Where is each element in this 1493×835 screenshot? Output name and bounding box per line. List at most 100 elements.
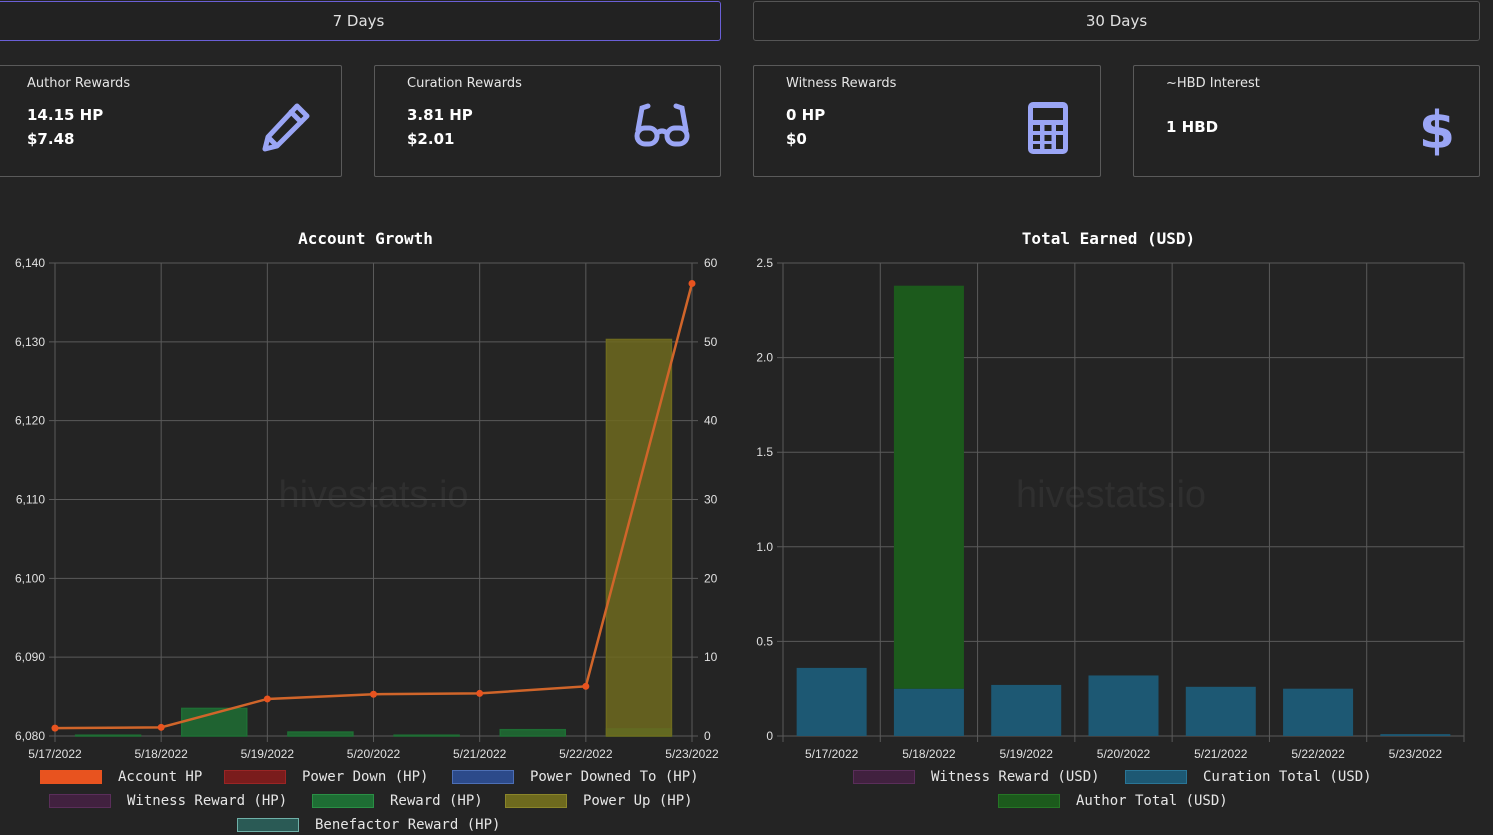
legend-swatch — [452, 770, 514, 784]
bar-reward-hp — [287, 731, 354, 737]
witness-rewards-card: Witness Rewards 0 HP $0 — [753, 65, 1101, 177]
legend-swatch — [49, 794, 111, 808]
x-tick-label: 5/20/2022 — [1097, 747, 1151, 761]
card-usd-value: $7.48 — [27, 130, 75, 148]
legend-item[interactable]: Power Down (HP) — [224, 769, 428, 785]
card-title: Curation Rewards — [407, 76, 522, 91]
pencil-icon — [262, 103, 310, 152]
card-usd-value: $0 — [786, 130, 807, 148]
card-hp-value: 3.81 HP — [407, 106, 473, 124]
point-account-hp — [370, 690, 377, 698]
legend-label: Power Downed To (HP) — [530, 769, 699, 785]
x-tick-label: 5/23/2022 — [665, 747, 719, 761]
legend-item[interactable]: Witness Reward (HP) — [49, 793, 287, 809]
legend-item[interactable]: Author Total (USD) — [998, 793, 1228, 809]
x-tick-label: 5/18/2022 — [134, 747, 188, 761]
point-account-hp — [263, 695, 271, 703]
author-rewards-card: Author Rewards 14.15 HP $7.48 — [0, 65, 342, 177]
card-usd-value: $2.01 — [407, 130, 455, 148]
y-tick-label: 1.5 — [756, 445, 773, 459]
legend-label: Power Down (HP) — [302, 769, 429, 785]
y-tick-label-left: 6,090 — [15, 650, 45, 664]
y-tick-label: 0 — [766, 729, 773, 743]
card-hp-value: 14.15 HP — [27, 106, 104, 124]
legend-item[interactable]: Curation Total (USD) — [1125, 769, 1372, 785]
bar-reward-hp — [499, 728, 566, 737]
legend-item[interactable]: Reward (HP) — [312, 793, 483, 809]
bar-reward-hp — [74, 734, 142, 737]
legend-label: Author Total (USD) — [1076, 793, 1228, 809]
x-tick-label: 5/19/2022 — [1000, 747, 1054, 761]
legend-label: Benefactor Reward (HP) — [315, 817, 501, 833]
curation-rewards-card: Curation Rewards 3.81 HP $2.01 — [374, 65, 721, 177]
total-earned-title: Total Earned (USD) — [1021, 229, 1196, 248]
x-tick-label: 5/21/2022 — [1194, 747, 1248, 761]
legend-item[interactable]: Power Up (HP) — [505, 793, 693, 809]
legend-swatch — [237, 818, 299, 832]
point-account-hp — [688, 279, 696, 287]
legend-label: Account HP — [118, 769, 203, 785]
card-title: Author Rewards — [27, 76, 131, 91]
legend-swatch — [312, 794, 374, 808]
y-tick-label: 2.5 — [756, 256, 773, 270]
legend-label: Curation Total (USD) — [1203, 769, 1372, 785]
point-account-hp — [157, 723, 165, 731]
dollar-icon: $ — [1419, 101, 1455, 156]
card-title: Witness Rewards — [786, 76, 897, 91]
y-tick-label-right: 20 — [704, 571, 718, 585]
legend-swatch — [998, 794, 1060, 808]
bar-curation-total-usd — [1283, 688, 1354, 736]
y-tick-label-right: 10 — [704, 650, 718, 664]
legend-label: Reward (HP) — [390, 793, 483, 809]
legend-swatch — [505, 794, 567, 808]
hbd-interest-card: ~HBD Interest 1 HBD $ — [1133, 65, 1480, 177]
legend-item[interactable]: Benefactor Reward (HP) — [237, 817, 500, 833]
point-account-hp — [51, 724, 59, 732]
x-tick-label: 5/20/2022 — [347, 747, 401, 761]
svg-text:$: $ — [1419, 101, 1455, 156]
x-tick-label: 5/21/2022 — [453, 747, 507, 761]
x-tick-label: 5/19/2022 — [241, 747, 295, 761]
tab-7-days[interactable]: 7 Days — [0, 1, 721, 41]
x-tick-label: 5/22/2022 — [559, 747, 613, 761]
bar-curation-total-usd — [991, 684, 1062, 736]
calculator-icon — [1028, 102, 1068, 154]
y-tick-label-left: 6,080 — [15, 729, 45, 743]
bar-author-total-usd — [893, 285, 964, 689]
y-tick-label-right: 30 — [704, 493, 718, 507]
legend-swatch — [40, 770, 102, 784]
y-tick-label-left: 6,130 — [15, 335, 45, 349]
tab-30-days[interactable]: 30 Days — [753, 1, 1480, 41]
legend-swatch — [1125, 770, 1187, 784]
y-tick-label-right: 0 — [704, 729, 711, 743]
y-tick-label-right: 60 — [704, 256, 718, 270]
bar-reward-hp — [393, 734, 460, 737]
y-tick-label-left: 6,140 — [15, 256, 45, 270]
bar-curation-total-usd — [796, 667, 867, 736]
x-tick-label: 5/23/2022 — [1389, 747, 1443, 761]
y-tick-label-left: 6,120 — [15, 414, 45, 428]
y-tick-label-right: 50 — [704, 335, 718, 349]
account-growth-title: Account Growth — [298, 229, 433, 248]
x-tick-label: 5/22/2022 — [1291, 747, 1345, 761]
bar-curation-total-usd — [1380, 734, 1451, 736]
bar-curation-total-usd — [1185, 686, 1256, 736]
watermark-right: hivestats.io — [1015, 474, 1207, 516]
card-hbd-value: 1 HBD — [1166, 118, 1219, 136]
x-tick-label: 5/17/2022 — [805, 747, 859, 761]
card-hp-value: 0 HP — [786, 106, 826, 124]
legend-item[interactable]: Account HP — [40, 769, 202, 785]
y-tick-label: 2.0 — [756, 351, 773, 365]
legend-item[interactable]: Power Downed To (HP) — [452, 769, 699, 785]
legend-label: Witness Reward (HP) — [127, 793, 288, 809]
legend-item[interactable]: Witness Reward (USD) — [853, 769, 1100, 785]
point-account-hp — [582, 682, 590, 690]
legend-swatch — [224, 770, 286, 784]
x-tick-label: 5/17/2022 — [28, 747, 82, 761]
legend-label: Witness Reward (USD) — [931, 769, 1100, 785]
x-tick-label: 5/18/2022 — [902, 747, 956, 761]
glasses-icon — [634, 103, 690, 147]
bar-curation-total-usd — [893, 688, 964, 736]
